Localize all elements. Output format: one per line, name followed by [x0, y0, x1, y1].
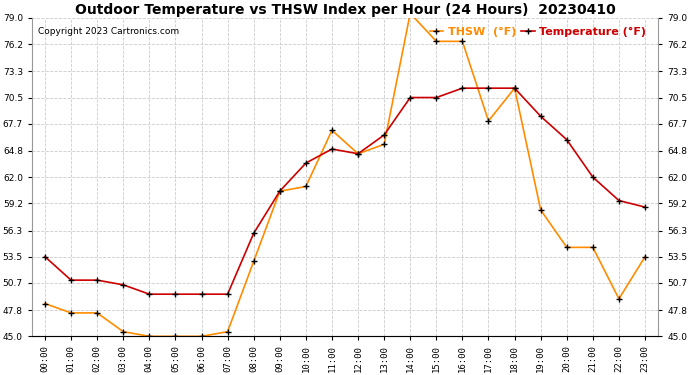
Title: Outdoor Temperature vs THSW Index per Hour (24 Hours)  20230410: Outdoor Temperature vs THSW Index per Ho… — [75, 3, 615, 17]
Text: Copyright 2023 Cartronics.com: Copyright 2023 Cartronics.com — [38, 27, 179, 36]
Legend: THSW  (°F), Temperature (°F): THSW (°F), Temperature (°F) — [430, 27, 647, 37]
